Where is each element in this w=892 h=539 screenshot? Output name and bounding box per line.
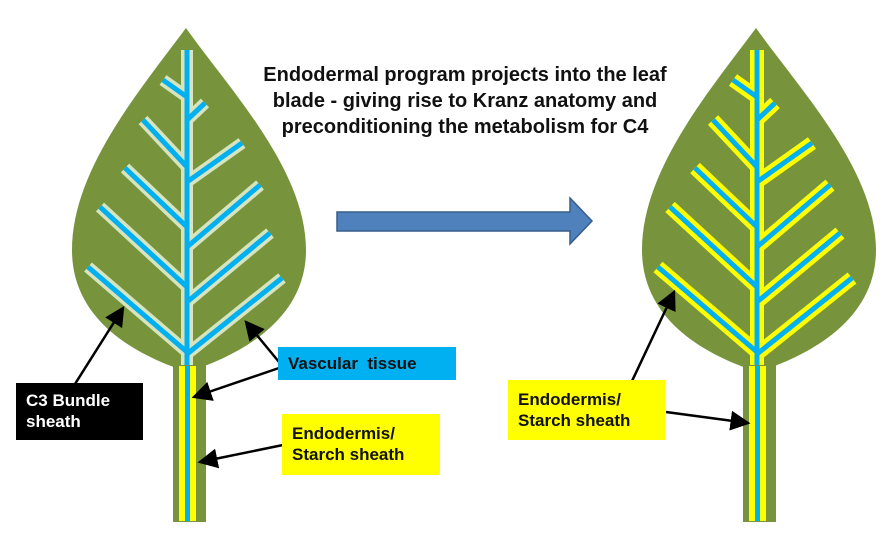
vein-vascular bbox=[755, 140, 814, 185]
vein-vascular bbox=[755, 101, 777, 122]
vein-vascular bbox=[185, 276, 284, 356]
vein-vascular bbox=[123, 166, 189, 229]
vein-vascular bbox=[161, 77, 189, 100]
c3-bundle-sheath-label: C3 Bundle sheath bbox=[16, 383, 143, 440]
vein-vascular bbox=[711, 118, 759, 169]
c3-leaf bbox=[72, 28, 306, 522]
vein-vascular bbox=[185, 231, 272, 304]
vein-vascular bbox=[185, 183, 262, 249]
vein-vascular bbox=[86, 265, 189, 354]
endodermis-label-left: Endodermis/ Starch sheath bbox=[282, 414, 440, 475]
vein-vascular bbox=[185, 101, 207, 122]
endodermis-label-right: Endodermis/ Starch sheath bbox=[508, 380, 665, 440]
stem-vascular bbox=[185, 366, 190, 521]
transition-arrow bbox=[336, 196, 594, 246]
vein-vascular bbox=[693, 166, 759, 229]
vein-vascular bbox=[185, 140, 244, 185]
vein-vascular bbox=[731, 77, 759, 100]
diagram-title: Endodermal program projects into the lea… bbox=[263, 64, 667, 138]
vein-vascular bbox=[755, 183, 832, 249]
vein-vascular bbox=[141, 118, 189, 169]
vein-vascular bbox=[755, 231, 842, 304]
vein-vascular bbox=[755, 276, 854, 356]
vein-vascular bbox=[656, 265, 759, 354]
pointer-arrows bbox=[73, 289, 751, 469]
vein-vascular bbox=[668, 205, 759, 289]
stem-vascular bbox=[755, 366, 760, 521]
vascular-tissue-label: Vascular tissue bbox=[278, 347, 456, 380]
vein-vascular bbox=[98, 205, 189, 289]
c4-leaf bbox=[642, 28, 876, 522]
